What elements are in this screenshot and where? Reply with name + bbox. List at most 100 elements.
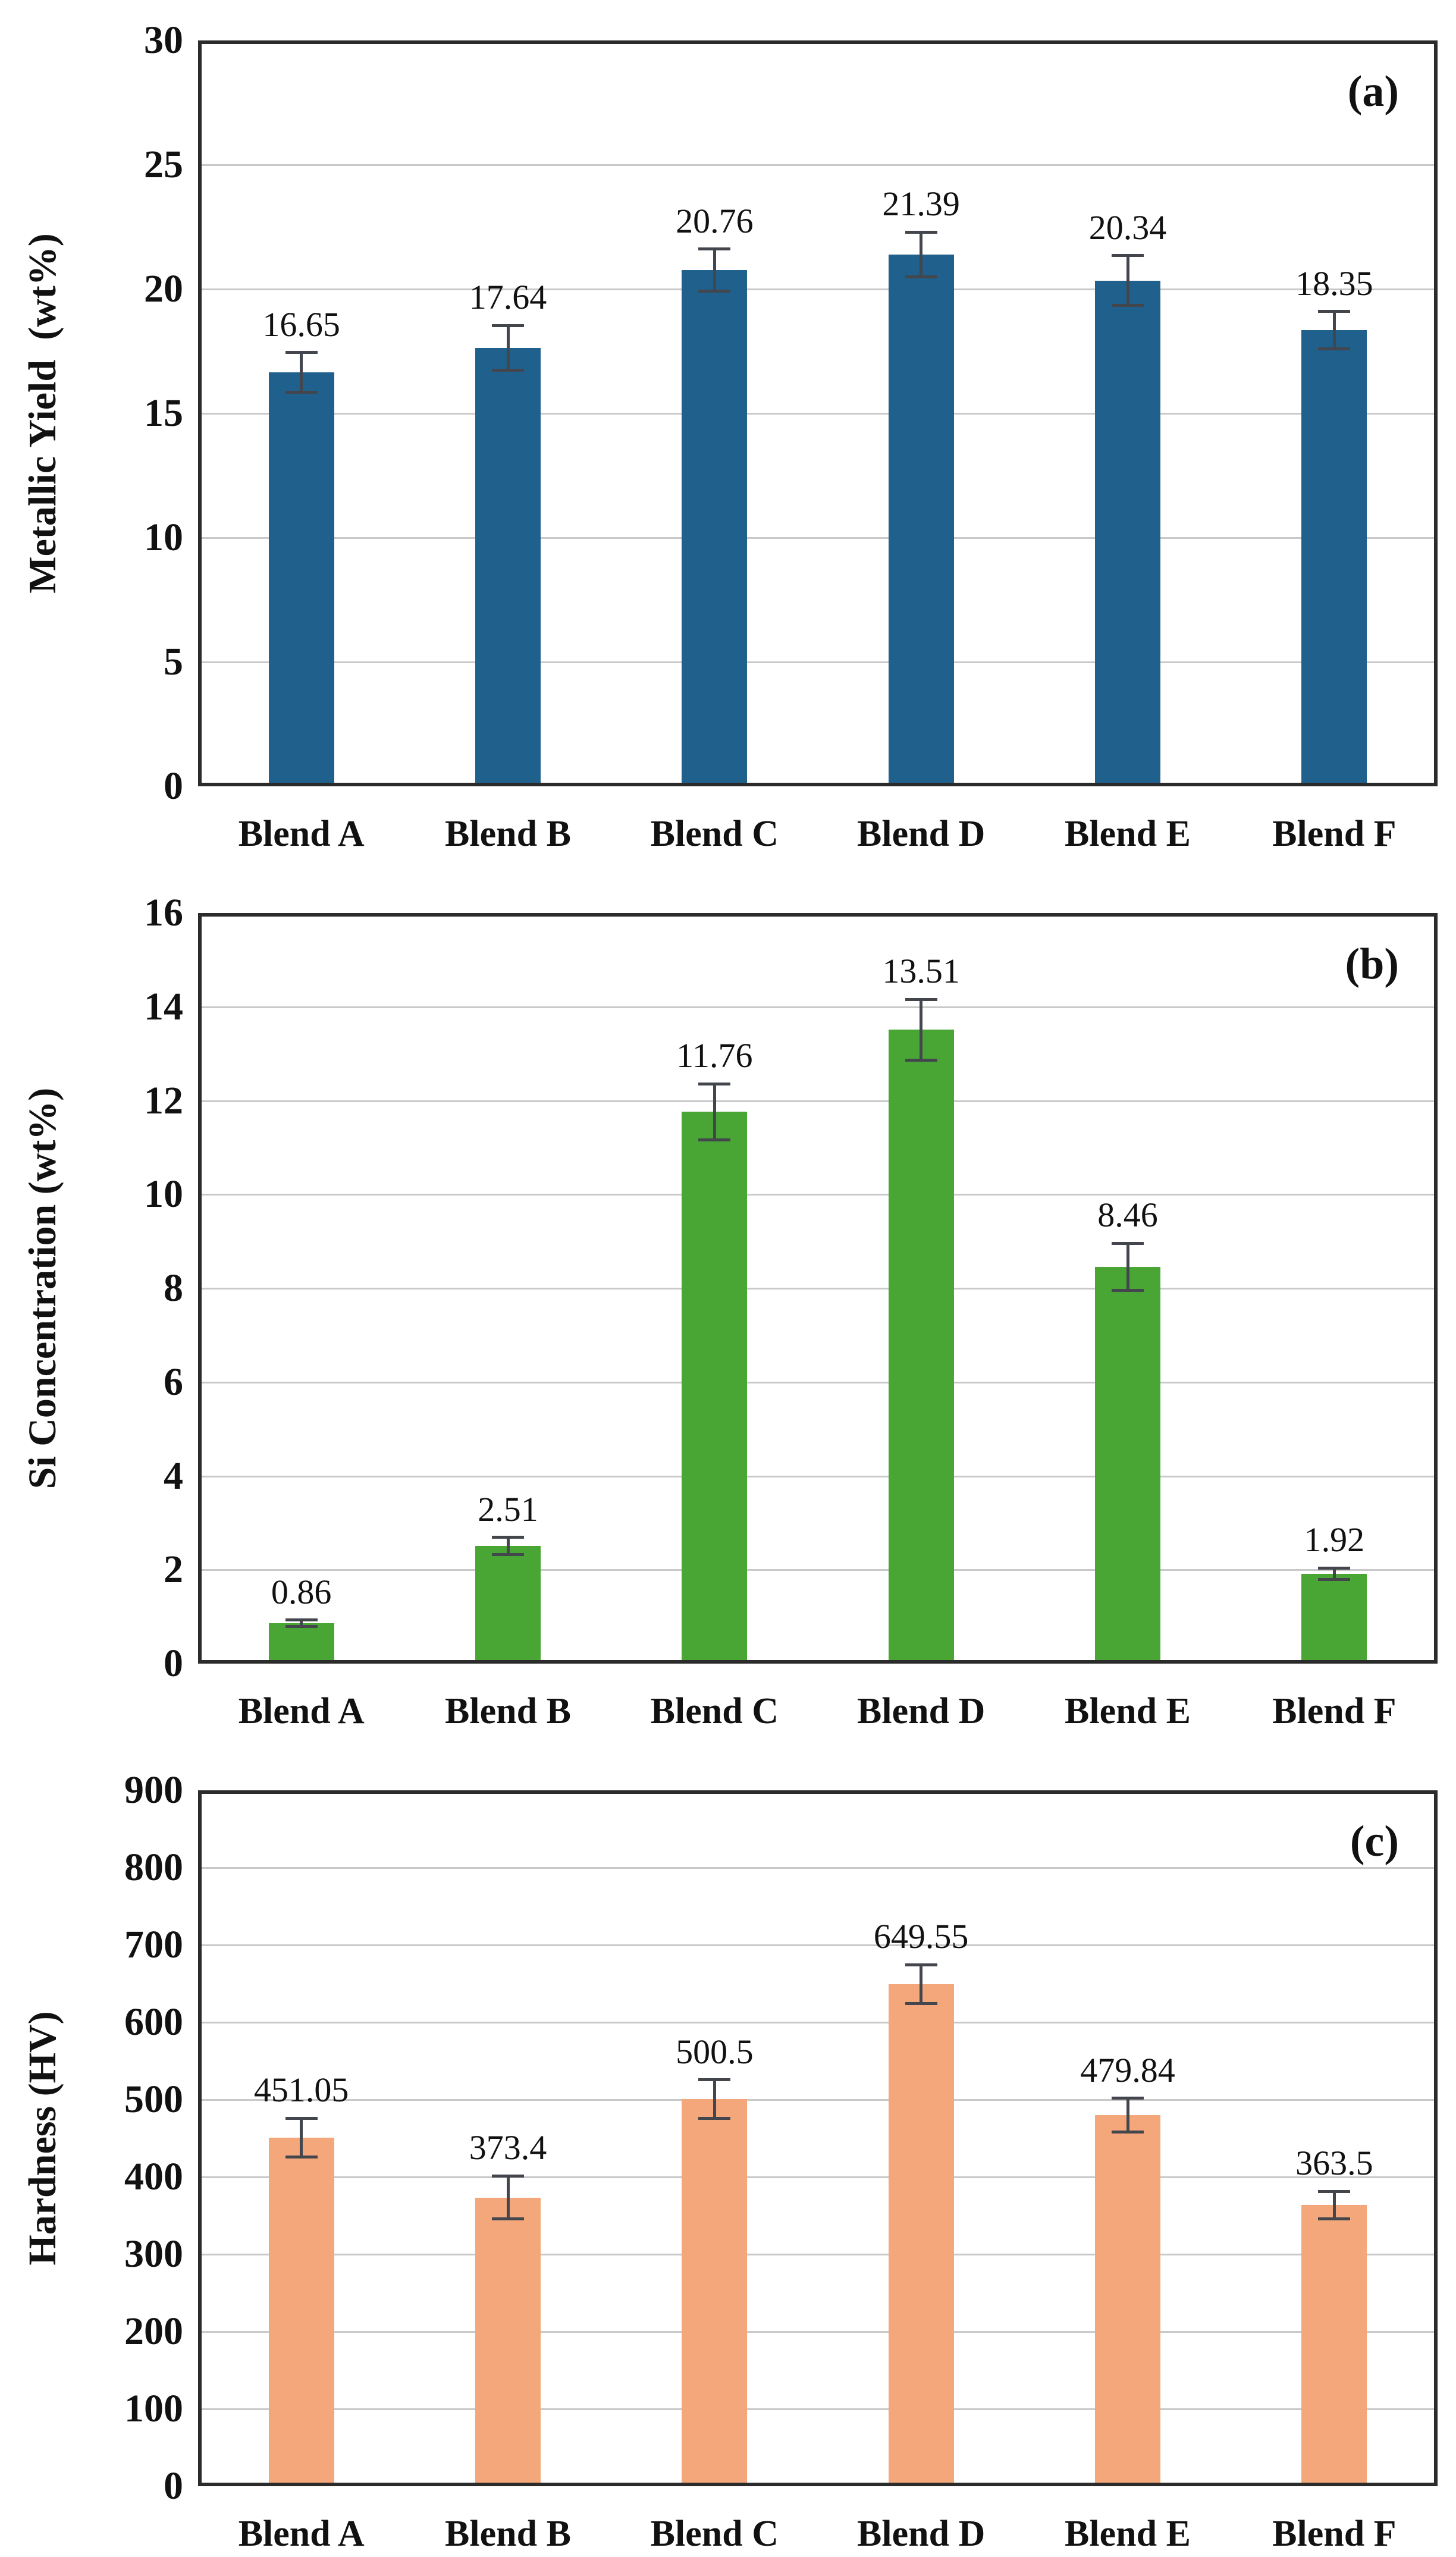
error-bar-cap-bottom: [905, 1059, 937, 1062]
gridline: [198, 1288, 1438, 1290]
value-label: 21.39: [882, 184, 960, 224]
category-label: Blend A: [238, 814, 365, 854]
category-label: Blend D: [856, 2514, 986, 2554]
y-tick-label: 12: [144, 1078, 183, 1122]
y-tick-label: 0: [164, 2464, 183, 2508]
value-label: 20.76: [676, 201, 754, 240]
y-tick-label: 15: [144, 391, 183, 435]
category-label: Blend A: [238, 1691, 365, 1731]
error-bar-cap-bottom: [1112, 304, 1144, 308]
error-bar-cap-top: [1112, 2097, 1144, 2100]
y-tick-label: 500: [124, 2078, 183, 2121]
value-label: 479.84: [1080, 2050, 1175, 2089]
gridline: [198, 1100, 1438, 1102]
bar: [268, 372, 334, 786]
error-bar-cap-bottom: [1318, 2217, 1351, 2221]
y-tick-label: 2: [164, 1548, 183, 1592]
y-tick-label: 100: [124, 2387, 183, 2430]
error-bar-cap-top: [492, 324, 524, 327]
error-bar-cap-top: [285, 2116, 318, 2120]
error-bar-line: [1126, 1243, 1129, 1291]
category-label: Blend E: [1065, 2514, 1191, 2554]
y-tick-label: 25: [144, 143, 183, 186]
category-label: Blend C: [650, 2514, 779, 2554]
value-label: 500.5: [676, 2032, 754, 2071]
gridline: [198, 2099, 1438, 2101]
error-bar-line: [920, 232, 923, 277]
value-label: 8.46: [1097, 1196, 1158, 1235]
y-axis-title: Hardness (HV): [21, 2011, 64, 2266]
error-bar-cap-top: [492, 1536, 524, 1539]
error-bar-cap-bottom: [1318, 1577, 1351, 1581]
y-tick-label: 8: [164, 1266, 183, 1310]
error-bar-line: [920, 1965, 923, 2004]
category-label: Blend D: [856, 814, 986, 854]
error-bar-cap-top: [698, 247, 731, 251]
error-bar-line: [300, 352, 303, 393]
bar: [475, 1546, 541, 1664]
error-bar-cap-bottom: [1318, 347, 1351, 350]
gridline: [198, 1475, 1438, 1477]
y-tick-label: 30: [144, 18, 183, 62]
value-label: 373.4: [469, 2128, 547, 2167]
bar: [1095, 2115, 1160, 2486]
error-bar-line: [1126, 255, 1129, 306]
y-tick-label: 0: [164, 1642, 183, 1685]
error-bar-line: [506, 2176, 510, 2219]
y-tick-label: 10: [144, 516, 183, 559]
plot-border: [198, 1790, 1438, 2486]
error-bar-cap-top: [1112, 254, 1144, 258]
gridline: [198, 1867, 1438, 1869]
error-bar-cap-bottom: [492, 368, 524, 372]
category-label: Blend E: [1065, 1691, 1191, 1731]
gridline: [198, 1006, 1438, 1008]
category-label: Blend F: [1272, 814, 1397, 854]
y-tick-label: 20: [144, 267, 183, 310]
bar: [888, 1030, 954, 1664]
y-tick-label: 0: [164, 764, 183, 808]
bar: [682, 2099, 748, 2486]
y-tick-label: 5: [164, 640, 183, 683]
plot-border: [198, 40, 1438, 786]
bar: [888, 1984, 954, 2486]
error-bar-line: [713, 249, 716, 291]
value-label: 20.34: [1088, 208, 1167, 247]
gridline: [198, 2022, 1438, 2023]
plot-area: 451.05 373.4 500.5 649.55 479.84 363.5: [198, 1790, 1438, 2486]
gridline: [198, 2331, 1438, 2333]
value-label: 451.05: [253, 2070, 349, 2110]
value-label: 17.64: [469, 278, 547, 317]
error-bar-cap-top: [698, 2078, 731, 2082]
y-tick-label: 900: [124, 1768, 183, 1812]
error-bar-cap-bottom: [1112, 1288, 1144, 1292]
panel-label: (c): [1350, 1817, 1399, 1866]
error-bar-cap-bottom: [1112, 2131, 1144, 2134]
gridline: [198, 2254, 1438, 2255]
gridline: [198, 2408, 1438, 2410]
error-bar-line: [300, 2118, 303, 2157]
error-bar-cap-top: [285, 351, 318, 354]
error-bar-cap-top: [1318, 1566, 1351, 1570]
error-bar-cap-top: [1318, 310, 1351, 313]
category-label: Blend F: [1272, 2514, 1397, 2554]
bar: [268, 2137, 334, 2486]
error-bar-line: [920, 999, 923, 1061]
error-bar-line: [713, 2079, 716, 2119]
error-bar-cap-bottom: [698, 2117, 731, 2120]
error-bar-cap-top: [905, 230, 937, 234]
gridline: [198, 1569, 1438, 1571]
error-bar-cap-bottom: [905, 2001, 937, 2005]
gridline: [198, 661, 1438, 663]
value-label: 649.55: [873, 1917, 969, 1956]
error-bar-line: [300, 1620, 303, 1627]
bar: [475, 347, 541, 786]
panel-label: (b): [1345, 940, 1399, 989]
gridline: [198, 1194, 1438, 1196]
y-tick-label: 10: [144, 1172, 183, 1216]
gridline: [198, 537, 1438, 539]
value-label: 18.35: [1295, 263, 1373, 303]
value-label: 2.51: [478, 1489, 538, 1529]
